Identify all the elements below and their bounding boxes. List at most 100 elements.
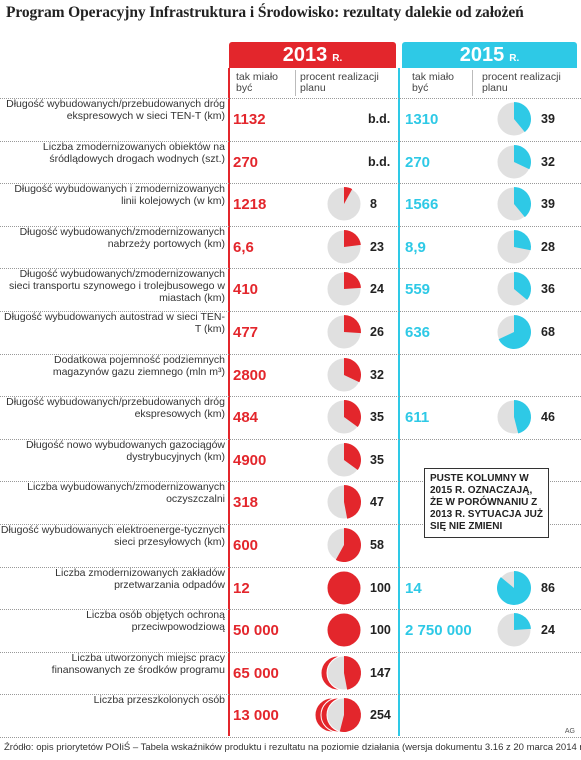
pie-2013-mark-disc [326, 612, 362, 648]
pie-2015 [496, 144, 532, 180]
row-label: Liczba zmodernizowanych zakładów przetwa… [55, 566, 225, 591]
table-row: Liczba wybudowanych/zmodernizowanych ocz… [0, 481, 581, 524]
pct-2013-label: 32 [370, 367, 384, 382]
pie-2013-mark-slice [344, 357, 361, 382]
pie-2013-mark [326, 442, 362, 478]
plan-2013-value: 477 [233, 324, 259, 341]
pie-2013-mark [326, 271, 362, 307]
plan-2013-value: 2800 [233, 366, 267, 384]
pct-2013-label: 58 [370, 538, 384, 552]
plan-2013-value: 318 [233, 494, 259, 512]
pie-2015-mark [496, 570, 532, 606]
plan-2015-value: 611 [405, 409, 430, 427]
pie-2015 [496, 229, 532, 265]
plan-2015-value: 636 [405, 324, 431, 341]
pct-2015-label: 28 [541, 239, 555, 254]
pct-2015-label: 36 [541, 282, 555, 297]
pie-2015 [496, 570, 532, 606]
plan-2013-value: 12 [233, 579, 250, 597]
pie-2015-mark [496, 314, 532, 350]
row-label: Liczba przeszkolonych osób [93, 694, 225, 707]
pie-2015-mark [496, 399, 532, 435]
plan-2013-value: 410 [233, 281, 259, 299]
pie-2015-mark-slice [496, 570, 531, 605]
pie-2013-mark [326, 612, 362, 648]
row-separator [0, 481, 581, 483]
pie-2015-mark [496, 101, 532, 137]
row-separator [0, 268, 581, 270]
pie-2013 [326, 612, 362, 648]
col-header-pct-2013: procent realizacji planu [300, 71, 379, 94]
pie-2013 [326, 527, 362, 563]
plan-2015-value: 2 750 000 [405, 622, 472, 640]
pct-2013-label: 26 [370, 325, 384, 339]
plan-2013-value: 50 000 [233, 622, 279, 640]
plan-2013-value: 13 000 [233, 707, 279, 725]
subheader-divider-2015 [472, 70, 473, 96]
plan-2013-value: 6,6 [233, 238, 254, 256]
row-separator [0, 311, 581, 312]
credit: AG [564, 728, 575, 735]
row-separator [0, 353, 581, 355]
plan-2015-value: 14 [405, 579, 422, 597]
pie-2015-mark [496, 144, 532, 180]
table-row: Liczba zmodernizowanych zakładów przetwa… [0, 567, 581, 610]
pct-2013-label: 100 [370, 623, 391, 638]
pie-2013-mark [320, 655, 362, 691]
row-label: Dodatkowa pojemność podziemnych magazynó… [52, 353, 225, 378]
pie-2015-mark-slice [514, 613, 531, 631]
row-label: Długość nowo wybudowanych gazociągów dys… [25, 438, 225, 463]
pct-2013-label: b.d. [368, 112, 391, 126]
pct-2013-label: 8 [370, 197, 377, 212]
row-label: Długość wybudowanych/zmodernizowanych na… [19, 225, 225, 250]
pie-2013-mark-disc [326, 570, 362, 606]
pie-2015 [496, 314, 532, 350]
pie-2015-mark-slice [514, 272, 532, 301]
row-label: Długość wybudowanych elektroenerge-tyczn… [0, 524, 225, 548]
row-label: Liczba zmodernizowanych obiektów na śród… [42, 140, 225, 165]
pie-2013 [314, 697, 362, 733]
pct-2013-label: 35 [370, 452, 384, 467]
pie-2013 [326, 229, 362, 265]
pie-2013-mark-slice [335, 528, 361, 562]
plan-2015-value: 1310 [405, 111, 439, 128]
row-separator [0, 609, 581, 611]
pie-2013 [320, 655, 362, 691]
pie-2013-mark-slice [339, 698, 361, 733]
pie-2015-mark-slice [514, 102, 532, 133]
pie-2015-mark [496, 229, 532, 265]
pct-2015-label: 68 [541, 325, 555, 339]
pie-2015-mark [496, 186, 532, 222]
table-row: Długość wybudowanych autostrad w sieci T… [0, 311, 581, 354]
table-row: Liczba zmodernizowanych obiektów na śród… [0, 141, 581, 184]
pie-2013-mark [326, 186, 362, 222]
pie-2015 [496, 399, 532, 435]
pie-2015 [496, 271, 532, 307]
row-separator [0, 225, 581, 227]
pie-2013-mark-slice [344, 400, 361, 428]
pie-2013 [326, 271, 362, 307]
divider-2013 [228, 68, 230, 736]
pie-2015-mark-slice [514, 229, 532, 250]
pie-2013-mark-slice [344, 655, 362, 690]
row-separator [0, 524, 581, 525]
pct-2013-label: 147 [370, 665, 391, 680]
row-label: Długość wybudowanych autostrad w sieci T… [4, 311, 225, 335]
pie-2015-mark [496, 271, 532, 307]
plan-2015-value: 559 [405, 281, 431, 299]
header-2015: 2015 R. [402, 42, 577, 68]
pie-2013 [326, 314, 362, 350]
row-label: Długość wybudowanych/przebudowanych dróg… [6, 98, 225, 122]
pie-2013-mark [326, 399, 362, 435]
header-2013: 2013 R. [229, 42, 396, 68]
pct-2015-label: 32 [541, 154, 555, 169]
pct-2015-label: 39 [541, 197, 555, 212]
source-note: Źródło: opis priorytetów POIiŚ – Tabela … [4, 742, 581, 753]
row-separator [0, 566, 581, 568]
pie-2013 [326, 442, 362, 478]
subheader-divider-2013 [295, 70, 296, 96]
row-separator [0, 438, 581, 440]
plan-2013-value: 1218 [233, 196, 267, 214]
table-row: Długość wybudowanych i zmodernizowanych … [0, 183, 581, 226]
pie-2015-mark-slice [498, 315, 532, 349]
